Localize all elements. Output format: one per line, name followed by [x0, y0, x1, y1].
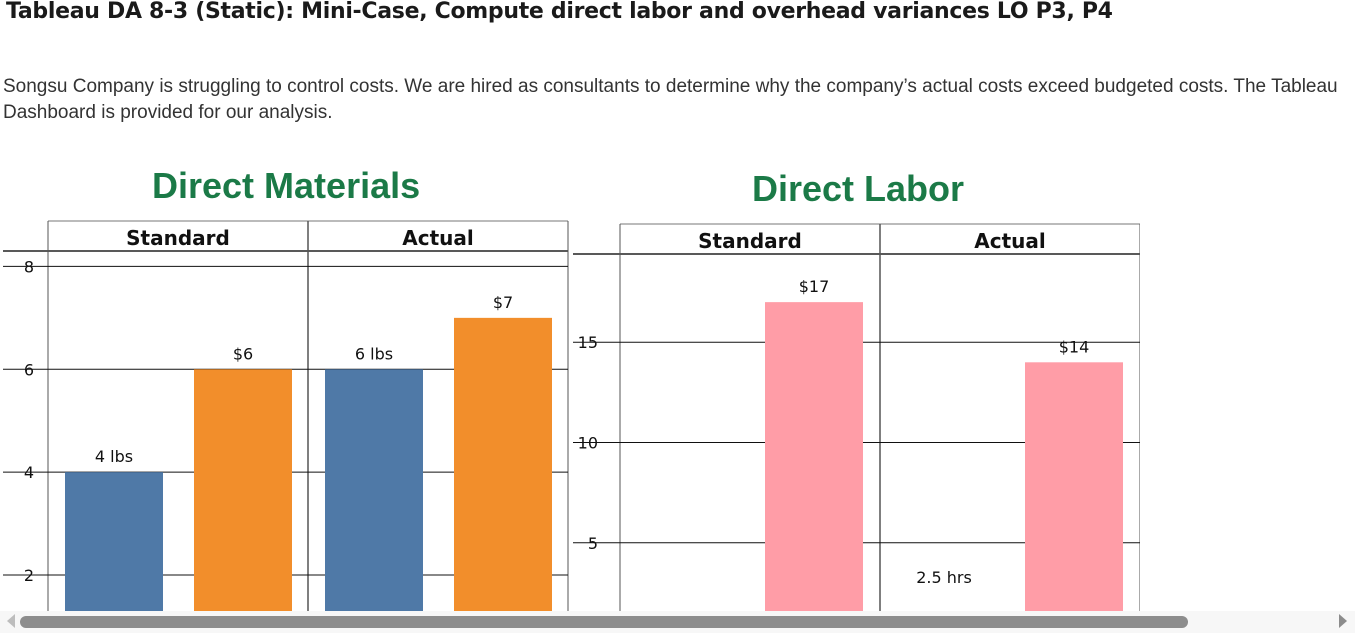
dm-header-standard: Standard — [126, 226, 230, 250]
dl-y-tick-label: 5 — [588, 534, 598, 553]
direct-labor-chart: 15 10 5 Standard Actual $17 2.5 hrs $14 — [573, 223, 1140, 611]
scroll-left-arrow-icon[interactable] — [7, 614, 15, 628]
scrollbar-thumb[interactable] — [20, 616, 1188, 628]
dm-data-label-actual-quantity: 6 lbs — [355, 344, 393, 363]
dl-header-standard: Standard — [698, 229, 802, 253]
dm-bar-actual-price — [454, 317, 552, 611]
dm-bar-actual-quantity — [325, 369, 423, 611]
dl-data-label-actual-hours: 2.5 hrs — [916, 568, 972, 587]
direct-labor-title: Direct Labor — [752, 168, 965, 209]
dm-bar-standard-quantity — [65, 472, 163, 611]
horizontal-scrollbar[interactable] — [0, 611, 1355, 633]
dm-y-tick-label: 4 — [24, 463, 34, 482]
dl-bar-actual-rate — [1025, 362, 1123, 611]
dl-data-label-standard-rate: $17 — [799, 277, 830, 296]
dl-y-tick-label: 10 — [578, 434, 598, 453]
dm-header-actual: Actual — [402, 226, 473, 250]
intro-paragraph: Songsu Company is struggling to control … — [3, 76, 1338, 123]
dm-data-label-standard-price: $6 — [233, 344, 253, 363]
dm-data-label-actual-price: $7 — [493, 293, 513, 312]
dm-y-tick-label: 8 — [24, 257, 34, 276]
dm-y-tick-label: 2 — [24, 566, 34, 585]
dm-y-tick-label: 6 — [24, 360, 34, 379]
dm-bar-standard-price — [194, 369, 292, 611]
direct-materials-title: Direct Materials — [152, 165, 421, 206]
dl-header-actual: Actual — [974, 229, 1045, 253]
dm-data-label-standard-quantity: 4 lbs — [95, 447, 133, 466]
dl-bar-standard-rate — [765, 302, 863, 611]
dl-data-label-actual-rate: $14 — [1059, 337, 1090, 356]
direct-materials-chart: 8 6 4 2 Standard Actual 4 lbs $6 6 lbs $7 — [3, 220, 569, 611]
scroll-right-arrow-icon[interactable] — [1339, 614, 1347, 628]
page-title: Tableau DA 8-3 (Static): Mini-Case, Comp… — [6, 0, 1113, 24]
dl-y-tick-label: 15 — [578, 333, 598, 352]
